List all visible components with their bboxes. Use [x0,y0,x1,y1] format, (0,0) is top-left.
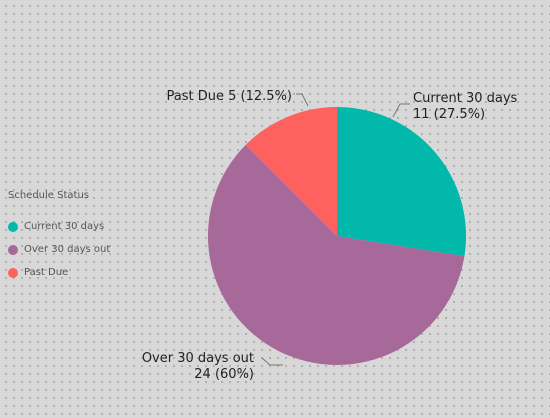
legend-dot-past [8,267,18,278]
data-label-over-value: 24 (60%) [194,367,254,382]
data-label-current-value: 11 (27.5%) [413,107,485,122]
data-label-current-name: Current 30 days [413,91,518,106]
legend-title: Schedule Status [8,190,89,201]
data-label-past: Past Due 5 (12.5%) [167,89,292,104]
data-label-over-name: Over 30 days out [142,351,254,366]
legend-item-past[interactable]: Past Due [8,261,110,284]
legend-dot-current [8,221,18,232]
leader-line-past [296,93,309,107]
legend-label-over: Over 30 days out [24,244,111,255]
leader-line-current [392,103,410,118]
legend: Schedule Status Current 30 days Over 30 … [8,190,110,284]
leader-line-over [261,357,283,366]
pie-slice-current[interactable] [337,107,466,257]
pie-slice-past[interactable] [245,107,337,236]
legend-label-current: Current 30 days [24,221,105,232]
legend-item-current[interactable]: Current 30 days [8,215,110,238]
legend-label-past: Past Due [24,267,69,278]
pie-slice-over[interactable] [208,144,465,365]
legend-item-over[interactable]: Over 30 days out [8,238,110,261]
legend-dot-over [8,244,18,255]
